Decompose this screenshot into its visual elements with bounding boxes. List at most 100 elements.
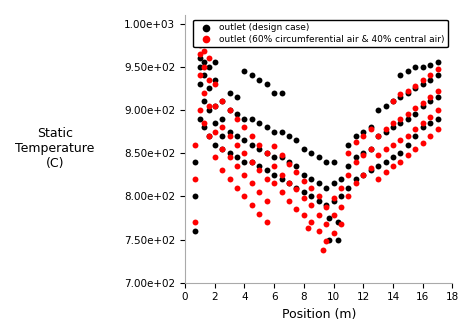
outlet (design case) (374, 163, 382, 169)
outlet (design case) (191, 194, 199, 199)
outlet (60% circumferential air & 40% central air) (374, 152, 382, 158)
outlet (design case) (322, 159, 330, 165)
outlet (60% circumferential air & 40% central air) (300, 213, 308, 218)
outlet (design case) (292, 163, 300, 169)
outlet (design case) (352, 133, 360, 138)
outlet (design case) (374, 107, 382, 113)
outlet (design case) (315, 155, 322, 160)
outlet (60% circumferential air & 40% central air) (300, 178, 308, 183)
outlet (60% circumferential air & 40% central air) (411, 146, 419, 152)
outlet (60% circumferential air & 40% central air) (411, 126, 419, 132)
outlet (60% circumferential air & 40% central air) (345, 172, 352, 177)
outlet (60% circumferential air & 40% central air) (226, 155, 233, 160)
outlet (design case) (196, 55, 204, 61)
outlet (design case) (352, 155, 360, 160)
outlet (60% circumferential air & 40% central air) (263, 151, 271, 156)
outlet (design case) (411, 133, 419, 138)
outlet (60% circumferential air & 40% central air) (233, 163, 241, 169)
outlet (60% circumferential air & 40% central air) (255, 190, 263, 195)
outlet (60% circumferential air & 40% central air) (359, 172, 367, 177)
outlet (60% circumferential air & 40% central air) (426, 133, 434, 138)
outlet (60% circumferential air & 40% central air) (270, 181, 278, 186)
outlet (design case) (315, 198, 322, 203)
outlet (design case) (255, 146, 263, 152)
outlet (60% circumferential air & 40% central air) (352, 139, 360, 144)
outlet (design case) (233, 94, 241, 100)
outlet (design case) (292, 137, 300, 143)
outlet (60% circumferential air & 40% central air) (389, 99, 397, 104)
outlet (60% circumferential air & 40% central air) (330, 230, 337, 235)
outlet (60% circumferential air & 40% central air) (196, 107, 204, 113)
outlet (design case) (191, 228, 199, 234)
outlet (design case) (300, 146, 308, 152)
outlet (design case) (334, 237, 342, 242)
outlet (design case) (205, 133, 213, 138)
outlet (design case) (226, 129, 233, 134)
outlet (60% circumferential air & 40% central air) (285, 198, 293, 203)
outlet (design case) (219, 146, 226, 152)
outlet (design case) (426, 62, 434, 68)
outlet (design case) (196, 116, 204, 121)
outlet (60% circumferential air & 40% central air) (196, 73, 204, 78)
outlet (design case) (397, 73, 404, 78)
outlet (60% circumferential air & 40% central air) (196, 51, 204, 56)
outlet (60% circumferential air & 40% central air) (345, 151, 352, 156)
outlet (design case) (426, 99, 434, 104)
outlet (60% circumferential air & 40% central air) (397, 159, 404, 165)
outlet (design case) (367, 168, 374, 173)
outlet (design case) (205, 64, 213, 70)
outlet (design case) (300, 190, 308, 195)
outlet (design case) (248, 73, 255, 78)
outlet (60% circumferential air & 40% central air) (219, 125, 226, 130)
outlet (60% circumferential air & 40% central air) (330, 213, 337, 218)
outlet (design case) (211, 120, 219, 126)
outlet (60% circumferential air & 40% central air) (300, 196, 308, 201)
outlet (60% circumferential air & 40% central air) (397, 137, 404, 143)
outlet (60% circumferential air & 40% central air) (219, 146, 226, 152)
outlet (design case) (255, 120, 263, 126)
outlet (60% circumferential air & 40% central air) (308, 202, 315, 208)
outlet (60% circumferential air & 40% central air) (263, 220, 271, 225)
outlet (60% circumferential air & 40% central air) (397, 116, 404, 121)
outlet (60% circumferential air & 40% central air) (352, 159, 360, 165)
outlet (60% circumferential air & 40% central air) (308, 220, 315, 225)
outlet (design case) (397, 120, 404, 126)
outlet (60% circumferential air & 40% central air) (201, 64, 208, 70)
outlet (60% circumferential air & 40% central air) (263, 198, 271, 203)
outlet (design case) (205, 107, 213, 113)
outlet (60% circumferential air & 40% central air) (434, 107, 441, 113)
outlet (design case) (389, 125, 397, 130)
outlet (design case) (434, 60, 441, 65)
outlet (60% circumferential air & 40% central air) (248, 181, 255, 186)
outlet (60% circumferential air & 40% central air) (359, 133, 367, 138)
outlet (design case) (322, 202, 330, 208)
outlet (60% circumferential air & 40% central air) (241, 194, 248, 199)
outlet (design case) (241, 137, 248, 143)
outlet (design case) (345, 142, 352, 147)
outlet (design case) (285, 181, 293, 186)
outlet (design case) (196, 64, 204, 70)
outlet (60% circumferential air & 40% central air) (233, 142, 241, 147)
outlet (design case) (389, 99, 397, 104)
outlet (design case) (292, 185, 300, 191)
outlet (60% circumferential air & 40% central air) (315, 213, 322, 218)
outlet (60% circumferential air & 40% central air) (233, 185, 241, 191)
outlet (design case) (426, 77, 434, 82)
outlet (60% circumferential air & 40% central air) (419, 100, 427, 106)
outlet (60% circumferential air & 40% central air) (292, 187, 300, 192)
outlet (design case) (419, 81, 427, 87)
outlet (60% circumferential air & 40% central air) (219, 99, 226, 104)
outlet (60% circumferential air & 40% central air) (426, 114, 434, 120)
outlet (60% circumferential air & 40% central air) (434, 126, 441, 132)
outlet (60% circumferential air & 40% central air) (226, 133, 233, 138)
outlet (design case) (382, 103, 389, 109)
outlet (60% circumferential air & 40% central air) (211, 155, 219, 160)
outlet (design case) (211, 77, 219, 82)
outlet (60% circumferential air & 40% central air) (352, 181, 360, 186)
outlet (60% circumferential air & 40% central air) (191, 176, 199, 182)
outlet (60% circumferential air & 40% central air) (292, 207, 300, 212)
outlet (60% circumferential air & 40% central air) (248, 159, 255, 165)
outlet (60% circumferential air & 40% central air) (411, 106, 419, 111)
outlet (design case) (382, 129, 389, 134)
outlet (design case) (308, 151, 315, 156)
